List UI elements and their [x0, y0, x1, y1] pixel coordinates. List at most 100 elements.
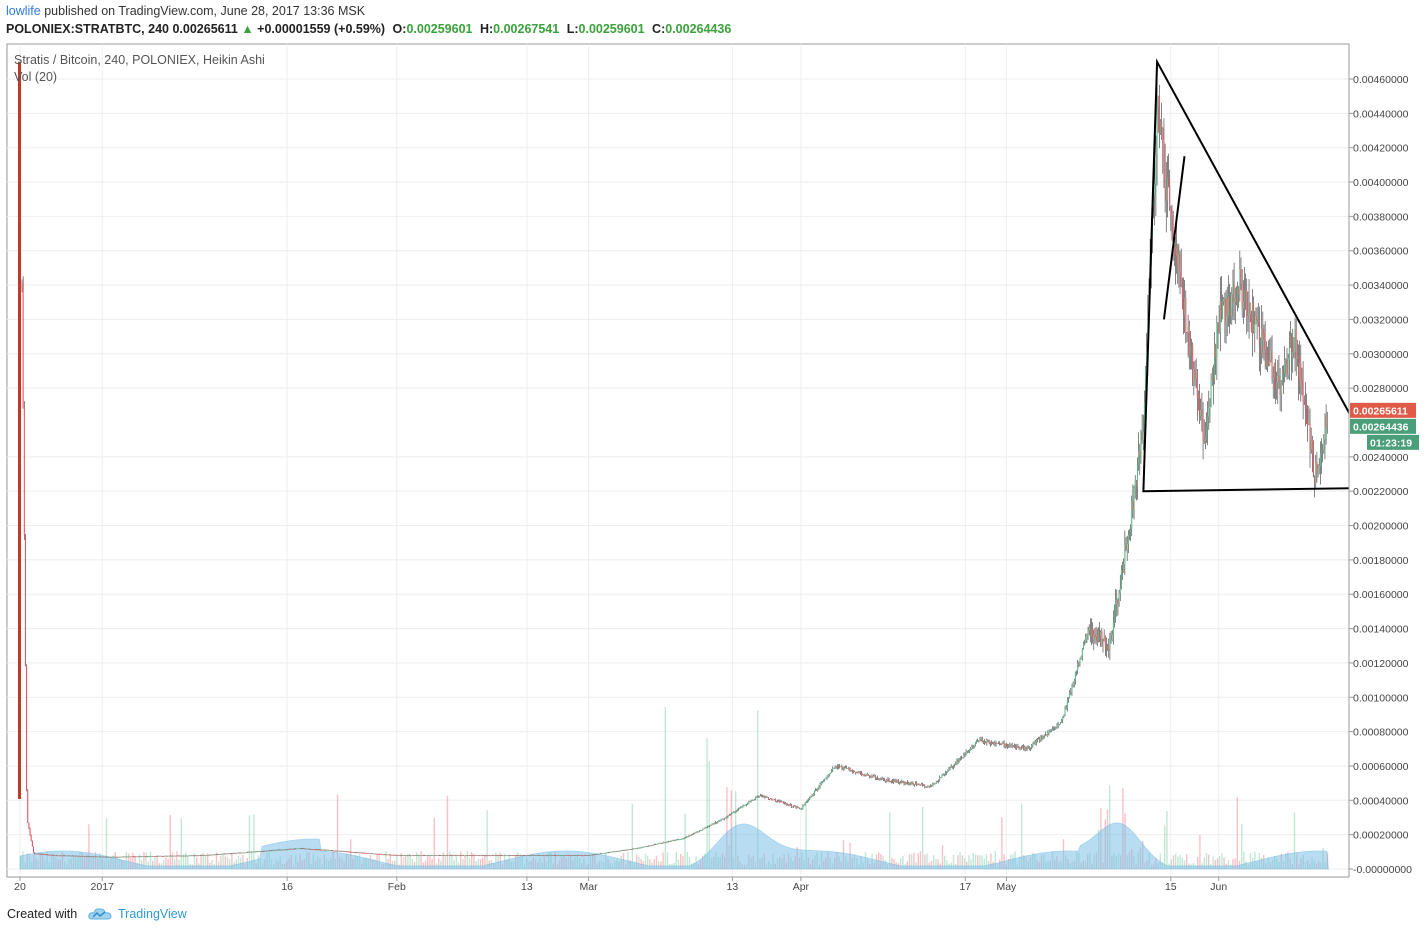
candle-body [711, 824, 713, 826]
y-tick-label: 0.00080000 [1353, 727, 1409, 739]
candle-body [770, 798, 772, 800]
candle-body [558, 855, 560, 856]
candle-body [1154, 183, 1156, 196]
candle-body [509, 855, 511, 857]
plot-area[interactable] [6, 43, 1350, 878]
author-link[interactable]: lowlife [6, 4, 41, 18]
candle-body [1184, 297, 1186, 315]
candle-body [1125, 544, 1127, 550]
candle-body [1047, 733, 1049, 735]
candle-body [1142, 432, 1144, 440]
candle-body [1091, 628, 1092, 637]
candle-body [1003, 742, 1005, 747]
candle-body [614, 851, 616, 853]
trend-line-drawing[interactable] [1162, 156, 1186, 320]
candle-body [811, 795, 813, 797]
candle-body [116, 856, 118, 858]
candle-body [1210, 378, 1212, 407]
candle-body [582, 855, 584, 857]
candle-body [314, 849, 316, 851]
candle-body [1185, 297, 1187, 334]
candle-body [106, 856, 108, 858]
candle-body [595, 854, 597, 856]
candle-body [52, 855, 54, 856]
candle-body [213, 854, 215, 856]
candle-body [673, 840, 675, 842]
candle-body [788, 804, 790, 806]
candle-body [87, 856, 89, 858]
candle-body [196, 855, 198, 857]
candle-body [697, 831, 699, 833]
candle-body [464, 855, 466, 857]
candle-body [727, 815, 729, 817]
volume-legend[interactable]: Vol (20) [14, 70, 58, 84]
candle-body [59, 855, 61, 857]
price-chart[interactable]: 0.00460000 0.00440000 0.00420000 0.00400000… [0, 42, 1427, 896]
candle-body [888, 779, 890, 782]
candle-body [919, 785, 921, 786]
candle-body [289, 848, 291, 850]
volume-bar [405, 856, 407, 869]
candle-body [376, 853, 378, 855]
volume-bar [1170, 859, 1172, 869]
candle-body [429, 855, 431, 857]
candle-body [664, 842, 666, 844]
volume-bar [647, 855, 649, 869]
candle-body [835, 766, 837, 768]
candle-body [364, 852, 366, 854]
symbol-label: POLONIEX:STRATBTC, 240 [6, 22, 169, 36]
candle-body [774, 798, 776, 801]
volume-bar [1186, 853, 1188, 869]
candle-body [1194, 370, 1196, 381]
candle-body [336, 850, 338, 852]
price-scale[interactable] [1349, 44, 1427, 877]
triangle-drawing[interactable] [1142, 58, 1392, 493]
candle-body [966, 750, 968, 752]
series-legend[interactable]: Stratis / Bitcoin, 240, POLONIEX, Heikin… [14, 53, 265, 67]
candle-body [572, 855, 574, 856]
candle-body [1085, 638, 1087, 644]
candle-body [62, 855, 64, 857]
candle-body [728, 814, 730, 816]
candle-body [432, 855, 434, 856]
candle-body [879, 778, 881, 780]
candle-body [411, 855, 413, 857]
candle-body [21, 282, 23, 287]
volume-bar [411, 859, 413, 869]
candle-body [1323, 439, 1325, 451]
x-tick-label: 16 [281, 881, 293, 893]
candle-body [323, 850, 325, 851]
candle-body [1078, 663, 1080, 665]
candle-body [89, 856, 91, 858]
volume-bar [1181, 857, 1183, 869]
candle-body [345, 851, 347, 853]
candle-body [159, 855, 161, 857]
volume-bar [911, 854, 913, 869]
candle-body [847, 768, 849, 770]
candle-body [211, 854, 213, 856]
candle-body [746, 804, 747, 806]
candle-body [235, 853, 237, 854]
candle-body [907, 782, 908, 785]
volume-bar [484, 855, 486, 869]
candle-body [315, 849, 317, 851]
candle-body [248, 851, 250, 853]
candle-body [1232, 283, 1234, 295]
candle-body [934, 783, 936, 785]
candle-body [812, 794, 814, 796]
candle-body [1064, 709, 1066, 716]
candle-body [252, 851, 254, 853]
candle-body [818, 786, 820, 789]
candle-body [1094, 634, 1096, 640]
volume-bar [1159, 853, 1161, 869]
tradingview-cloud-icon[interactable] [88, 907, 112, 921]
candle-body [740, 807, 742, 809]
candle-body [73, 855, 75, 857]
candle-body [197, 855, 199, 857]
tradingview-brand[interactable]: TradingView [118, 907, 187, 921]
time-scale[interactable] [7, 877, 1349, 894]
candle-body [489, 855, 491, 857]
candle-body [144, 856, 146, 858]
candle-body [352, 852, 354, 853]
candle-body [680, 839, 682, 841]
